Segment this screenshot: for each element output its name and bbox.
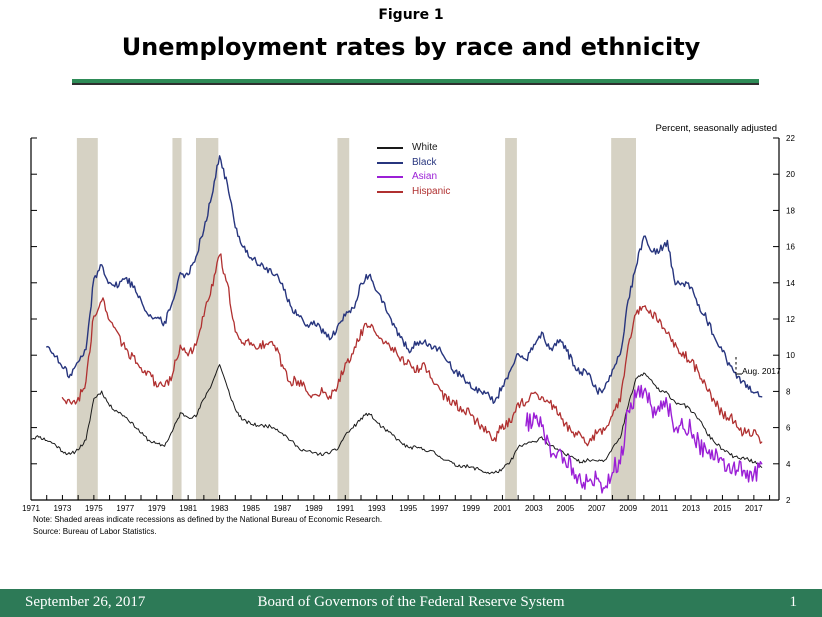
x-tick-label: 2017: [745, 504, 763, 513]
asian-legend-line: [377, 176, 403, 179]
hispanic-series-line: [61, 253, 763, 447]
recession-band-0: [76, 138, 98, 500]
black-legend-line: [377, 161, 403, 164]
x-tick-label: 2009: [619, 504, 637, 513]
recession-band-4: [505, 138, 517, 500]
legend-item-hispanic: Hispanic: [377, 185, 450, 200]
black-legend-label: Black: [412, 156, 437, 168]
x-tick-label: 2005: [556, 504, 574, 513]
x-tick-label: 1989: [305, 504, 323, 513]
legend-item-white: White: [377, 141, 450, 156]
x-tick-label: 1993: [368, 504, 386, 513]
recession-band-1: [172, 138, 182, 500]
recession-band-2: [196, 138, 219, 500]
chart-source: Source: Bureau of Labor Statistics.: [33, 527, 157, 536]
y-tick-label: 4: [786, 460, 791, 469]
page-title: Unemployment rates by race and ethnicity: [121, 33, 701, 61]
x-tick-label: 1983: [211, 504, 229, 513]
footer-date: September 26, 2017: [25, 594, 146, 610]
x-tick-label: 1981: [179, 504, 197, 513]
hispanic-legend-label: Hispanic: [412, 185, 451, 197]
y-tick-label: 2: [786, 496, 791, 505]
y-tick-label: 22: [786, 134, 795, 143]
footer-page-number: 1: [789, 594, 798, 610]
y-tick-label: 14: [786, 279, 795, 288]
x-tick-label: 1995: [399, 504, 417, 513]
x-tick-label: 1991: [336, 504, 354, 513]
title-divider-rule: [72, 79, 759, 85]
x-tick-label: 1979: [148, 504, 166, 513]
y-axis-unit-label: Percent, seasonally adjusted: [655, 123, 777, 134]
white-legend-line: [377, 147, 403, 150]
x-tick-label: 2013: [682, 504, 700, 513]
footer-organization: Board of Governors of the Federal Reserv…: [257, 594, 565, 610]
legend-item-black: Black: [377, 156, 450, 171]
chart-note: Note: Shaded areas indicate recessions a…: [33, 515, 383, 524]
y-tick-label: 8: [786, 387, 791, 396]
x-tick-label: 2011: [651, 504, 669, 513]
x-tick-label: 2003: [525, 504, 543, 513]
y-tick-label: 16: [786, 243, 795, 252]
white-legend-label: White: [412, 142, 438, 154]
x-tick-label: 1971: [22, 504, 40, 513]
figure-number-label: Figure 1: [378, 7, 444, 23]
x-tick-label: 1975: [85, 504, 103, 513]
y-tick-label: 20: [786, 170, 795, 179]
x-tick-label: 1999: [462, 504, 480, 513]
black-series-line: [46, 155, 763, 404]
y-tick-label: 18: [786, 206, 795, 215]
y-tick-label: 12: [786, 315, 795, 324]
y-tick-label: 10: [786, 351, 795, 360]
x-tick-label: 2007: [588, 504, 606, 513]
x-tick-label: 1997: [431, 504, 449, 513]
footer-bar: September 26, 2017 Board of Governors of…: [0, 589, 822, 617]
chart-legend: White Black Asian Hispanic: [377, 141, 450, 199]
white-series-line: [30, 364, 763, 475]
recession-band-5: [611, 138, 636, 500]
asian-series-line: [525, 384, 763, 494]
x-tick-label: 2001: [494, 504, 512, 513]
y-tick-label: 6: [786, 424, 791, 433]
x-tick-label: 1977: [116, 504, 134, 513]
x-tick-label: 1985: [242, 504, 260, 513]
asian-legend-label: Asian: [412, 171, 438, 183]
aug-2017-annotation: Aug. 2017: [742, 366, 781, 376]
x-tick-label: 1987: [274, 504, 292, 513]
unemployment-line-chart: 2 4 6 8 10 12 14 16 18 20 22 1971 1973 1975 1977 1979 19…: [22, 134, 795, 513]
legend-item-asian: Asian: [377, 170, 450, 185]
hispanic-legend-line: [377, 190, 403, 193]
x-tick-label: 1973: [54, 504, 72, 513]
x-tick-label: 2015: [714, 504, 732, 513]
